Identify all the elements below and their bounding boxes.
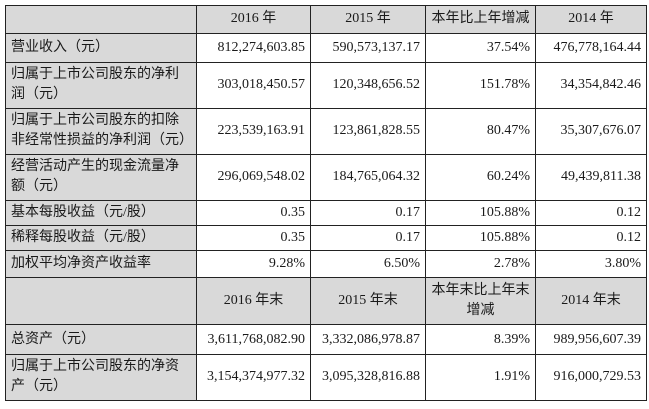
row-label: 归属于上市公司股东的净利润（元）	[5, 62, 197, 109]
value-cell: 916,000,729.53	[535, 354, 647, 401]
value-cell: 120,348,656.52	[310, 62, 426, 109]
row-label: 归属于上市公司股东的扣除非经常性损益的净利润（元）	[5, 107, 197, 155]
row-label: 基本每股收益（元/股）	[5, 199, 197, 226]
value-cell: 476,778,164.44	[535, 33, 647, 63]
column-header-eoy-change: 本年末比上年末增减	[425, 277, 536, 326]
value-cell: 35,307,676.07	[535, 107, 647, 155]
row-label: 加权平均净资产收益率	[5, 250, 197, 279]
table-row-total-assets: 总资产（元） 3,611,768,082.90 3,332,086,978.87…	[5, 324, 647, 356]
value-cell: 1.91%	[425, 354, 536, 401]
value-cell: 105.88%	[425, 224, 536, 252]
corner-cell	[5, 277, 197, 326]
row-label: 总资产（元）	[5, 324, 197, 356]
value-cell: 151.78%	[425, 62, 536, 109]
row-label: 营业收入（元）	[5, 33, 197, 63]
value-cell: 303,018,450.57	[196, 62, 311, 109]
value-cell: 6.50%	[310, 250, 426, 279]
value-cell: 2.78%	[425, 250, 536, 279]
value-cell: 3.80%	[535, 250, 647, 279]
value-cell: 0.35	[196, 224, 311, 252]
column-header-yoy-change: 本年比上年增减	[425, 5, 536, 34]
table-row-net-assets: 归属于上市公司股东的净资产（元） 3,154,374,977.32 3,095,…	[5, 354, 647, 401]
value-cell: 812,274,603.85	[196, 33, 311, 63]
table-row-revenue: 营业收入（元） 812,274,603.85 590,573,137.17 37…	[5, 33, 647, 63]
value-cell: 80.47%	[425, 107, 536, 155]
value-cell: 49,439,811.38	[535, 153, 647, 201]
value-cell: 989,956,607.39	[535, 324, 647, 356]
value-cell: 37.54%	[425, 33, 536, 63]
value-cell: 0.12	[535, 199, 647, 226]
value-cell: 590,573,137.17	[310, 33, 426, 63]
value-cell: 3,611,768,082.90	[196, 324, 311, 356]
table-row-diluted-eps: 稀释每股收益（元/股） 0.35 0.17 105.88% 0.12	[5, 224, 647, 252]
value-cell: 105.88%	[425, 199, 536, 226]
header-row-annual: 2016 年 2015 年 本年比上年增减 2014 年	[5, 5, 647, 34]
column-header-2014: 2014 年	[535, 5, 647, 34]
financial-summary-table: 2016 年 2015 年 本年比上年增减 2014 年 营业收入（元） 812…	[5, 5, 647, 401]
value-cell: 60.24%	[425, 153, 536, 201]
value-cell: 3,095,328,816.88	[310, 354, 426, 401]
column-header-2016-eoy: 2016 年末	[196, 277, 311, 326]
corner-cell	[5, 5, 197, 34]
value-cell: 0.17	[310, 224, 426, 252]
row-label: 稀释每股收益（元/股）	[5, 224, 197, 252]
table-row-weighted-avg-roe: 加权平均净资产收益率 9.28% 6.50% 2.78% 3.80%	[5, 250, 647, 279]
table-row-operating-cash-flow: 经营活动产生的现金流量净额（元） 296,069,548.02 184,765,…	[5, 153, 647, 201]
table-row-basic-eps: 基本每股收益（元/股） 0.35 0.17 105.88% 0.12	[5, 199, 647, 226]
value-cell: 3,154,374,977.32	[196, 354, 311, 401]
row-label: 归属于上市公司股东的净资产（元）	[5, 354, 197, 401]
row-label: 经营活动产生的现金流量净额（元）	[5, 153, 197, 201]
value-cell: 0.17	[310, 199, 426, 226]
value-cell: 296,069,548.02	[196, 153, 311, 201]
value-cell: 34,354,842.46	[535, 62, 647, 109]
header-row-end-of-year: 2016 年末 2015 年末 本年末比上年末增减 2014 年末	[5, 277, 647, 326]
value-cell: 0.12	[535, 224, 647, 252]
value-cell: 9.28%	[196, 250, 311, 279]
column-header-2016: 2016 年	[196, 5, 311, 34]
column-header-2014-eoy: 2014 年末	[535, 277, 647, 326]
table-row-net-profit: 归属于上市公司股东的净利润（元） 303,018,450.57 120,348,…	[5, 62, 647, 109]
column-header-2015-eoy: 2015 年末	[310, 277, 426, 326]
column-header-2015: 2015 年	[310, 5, 426, 34]
value-cell: 3,332,086,978.87	[310, 324, 426, 356]
table-row-net-profit-excl-nonrecurring: 归属于上市公司股东的扣除非经常性损益的净利润（元） 223,539,163.91…	[5, 107, 647, 155]
value-cell: 223,539,163.91	[196, 107, 311, 155]
value-cell: 184,765,064.32	[310, 153, 426, 201]
value-cell: 0.35	[196, 199, 311, 226]
value-cell: 123,861,828.55	[310, 107, 426, 155]
value-cell: 8.39%	[425, 324, 536, 356]
